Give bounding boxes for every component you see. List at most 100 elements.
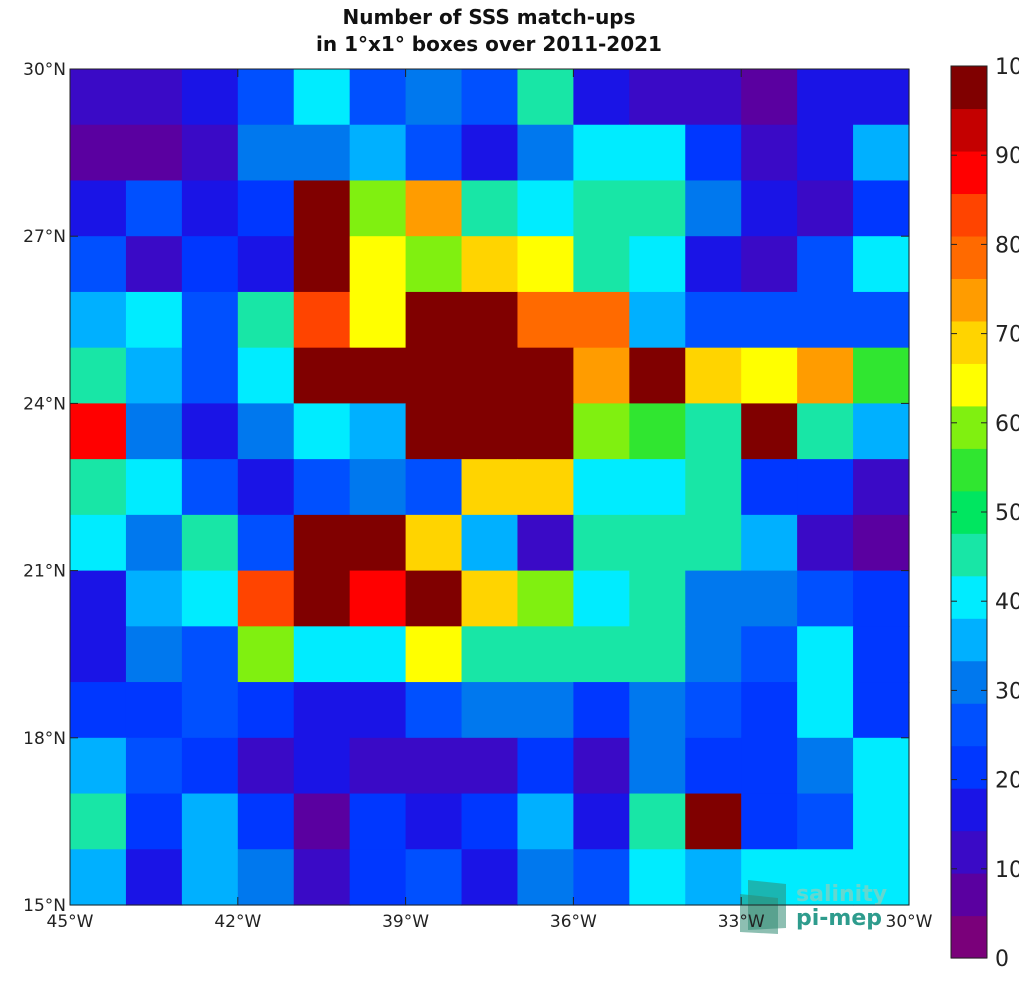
heatmap-cell [573,849,630,906]
heatmap-cell [629,682,686,739]
heatmap-cell [461,682,519,739]
heatmap-cell [685,236,742,293]
heatmap-cell [461,514,519,572]
heatmap-cell [461,347,519,404]
heatmap-cell [70,626,127,683]
colorbar-segment [951,448,987,492]
heatmap-cell [70,403,127,460]
heatmap-cell [293,236,351,293]
heatmap-cell [237,124,295,182]
colorbar-tick-label: 20 [995,769,1019,794]
heatmap-cell [125,737,183,795]
heatmap-cell [461,69,519,126]
heatmap-cell [573,570,630,627]
colorbar-segment [951,788,987,832]
watermark-line-2: pi-mep [796,906,882,931]
heatmap-cell [517,180,574,237]
heatmap-cell [237,291,295,349]
heatmap-cell [70,459,127,516]
heatmap-cell [517,570,574,627]
heatmap-cell [70,682,127,739]
heatmap-cell [797,849,854,906]
heatmap-cell [349,682,407,739]
heatmap-cell [237,570,295,627]
heatmap-cell [797,236,854,293]
heatmap-cell [685,124,742,182]
y-tick-label: 15°N [23,896,66,916]
heatmap-cell [573,291,630,349]
heatmap-cell [685,737,742,795]
heatmap-cell [237,69,295,126]
heatmap-cell [573,626,630,683]
heatmap-cell [181,459,239,516]
colorbar-tick-label: 60 [995,412,1019,437]
heatmap-cell [629,236,686,293]
heatmap-cell [517,236,574,293]
heatmap-cell [685,291,742,349]
heatmap-cell [293,69,351,126]
heatmap-cell [517,849,574,906]
heatmap-cell [573,403,630,460]
heatmap-cell [125,236,183,293]
heatmap-cell [405,403,463,460]
heatmap-cell [461,570,519,627]
heatmap-cell [405,459,463,516]
heatmap-cell [573,793,630,850]
heatmap-cell [181,124,239,182]
heatmap-cell [853,180,910,237]
heatmap-cell [853,403,910,460]
heatmap-cell [405,514,463,572]
heatmap-cell [517,626,574,683]
heatmap-cell [853,291,910,349]
colorbar-segment [951,618,987,662]
heatmap-cell [70,124,127,182]
heatmap-cell [573,347,630,404]
heatmap-cell [293,459,351,516]
heatmap-cell [405,570,463,627]
heatmap-cell [741,124,798,182]
heatmap-cell [685,849,742,906]
heatmap-cell [125,347,183,404]
heatmap-cell [125,682,183,739]
heatmap-cell [349,180,407,237]
heatmap-cell [293,180,351,237]
heatmap-cell [797,180,854,237]
colorbar-segment [951,660,987,704]
colorbar-tick-label: 80 [995,233,1019,258]
heatmap-cell [349,737,407,795]
heatmap-cell [237,236,295,293]
heatmap-cell [349,514,407,572]
heatmap-cell [517,793,574,850]
heatmap-cell [629,793,686,850]
heatmap-cell [293,514,351,572]
colorbar-tick-label: 90 [995,144,1019,169]
heatmap-cell [125,626,183,683]
heatmap-cell [181,570,239,627]
colorbar-segment [951,278,987,322]
heatmap-cell [853,626,910,683]
heatmap-cell [573,459,630,516]
heatmap-cell [70,793,127,850]
colorbar-tick-label: 70 [995,323,1019,348]
heatmap-cell [517,124,574,182]
heatmap-cell [237,180,295,237]
heatmap-cell [349,124,407,182]
colorbar-segment [951,193,987,237]
y-tick-label: 18°N [23,729,66,749]
heatmap-cell [517,291,574,349]
heatmap-cell [797,514,854,572]
x-tick-label: 36°W [550,912,597,932]
heatmap-cell [293,124,351,182]
heatmap-cell [741,626,798,683]
heatmap-cell [405,737,463,795]
x-tick-label: 33°W [718,912,765,932]
colorbar-segment [951,703,987,747]
heatmap-cell [461,124,519,182]
heatmap-cell [797,570,854,627]
colorbar-segment [951,363,987,407]
heatmap-cell [685,514,742,572]
heatmap-cell [405,69,463,126]
heatmap-cell [741,403,798,460]
heatmap-cell [629,69,686,126]
heatmap-cell [853,124,910,182]
